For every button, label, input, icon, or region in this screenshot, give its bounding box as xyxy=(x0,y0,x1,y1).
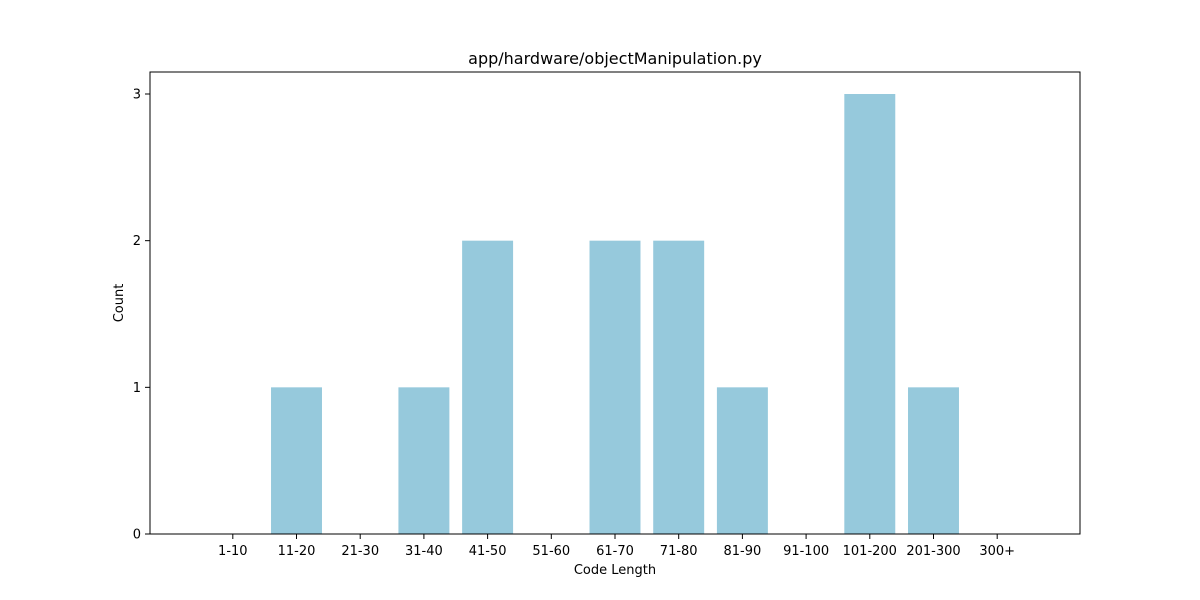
x-axis-ticks: 1-10 11-20 21-30 31-40 41-50 51-60 61-70 71-80 8… xyxy=(218,534,1015,559)
bar-201-300 xyxy=(908,387,959,534)
x-tick-label: 51-60 xyxy=(532,544,570,559)
y-axis-label: Count xyxy=(112,284,127,323)
chart-title: app/hardware/objectManipulation.py xyxy=(468,49,762,68)
y-axis-ticks: 0 1 2 3 xyxy=(133,88,150,543)
x-tick-label: 1-10 xyxy=(218,544,248,559)
x-tick-label: 81-90 xyxy=(724,544,762,559)
bar-31-40 xyxy=(398,387,450,534)
x-tick-label: 201-300 xyxy=(906,544,960,559)
y-tick-label: 2 xyxy=(133,234,141,249)
x-tick-label: 41-50 xyxy=(469,544,507,559)
y-tick-label: 3 xyxy=(133,88,141,103)
y-tick-label: 0 xyxy=(133,528,141,543)
x-tick-label: 61-70 xyxy=(596,544,634,559)
bar-101-200 xyxy=(844,94,896,534)
x-tick-label: 300+ xyxy=(979,544,1015,559)
x-axis-label: Code Length xyxy=(574,563,656,578)
x-tick-label: 101-200 xyxy=(843,544,897,559)
x-tick-label: 21-30 xyxy=(341,544,379,559)
bar-41-50 xyxy=(462,240,514,534)
y-tick-label: 1 xyxy=(133,381,141,396)
x-tick-label: 31-40 xyxy=(405,544,443,559)
bar-61-70 xyxy=(589,240,641,534)
bar-81-90 xyxy=(716,387,768,534)
x-tick-label: 11-20 xyxy=(278,544,316,559)
bars-group xyxy=(271,94,959,534)
bar-11-20 xyxy=(271,387,322,534)
x-tick-label: 71-80 xyxy=(660,544,698,559)
x-tick-label: 91-100 xyxy=(783,544,829,559)
bar-71-80 xyxy=(653,240,705,534)
